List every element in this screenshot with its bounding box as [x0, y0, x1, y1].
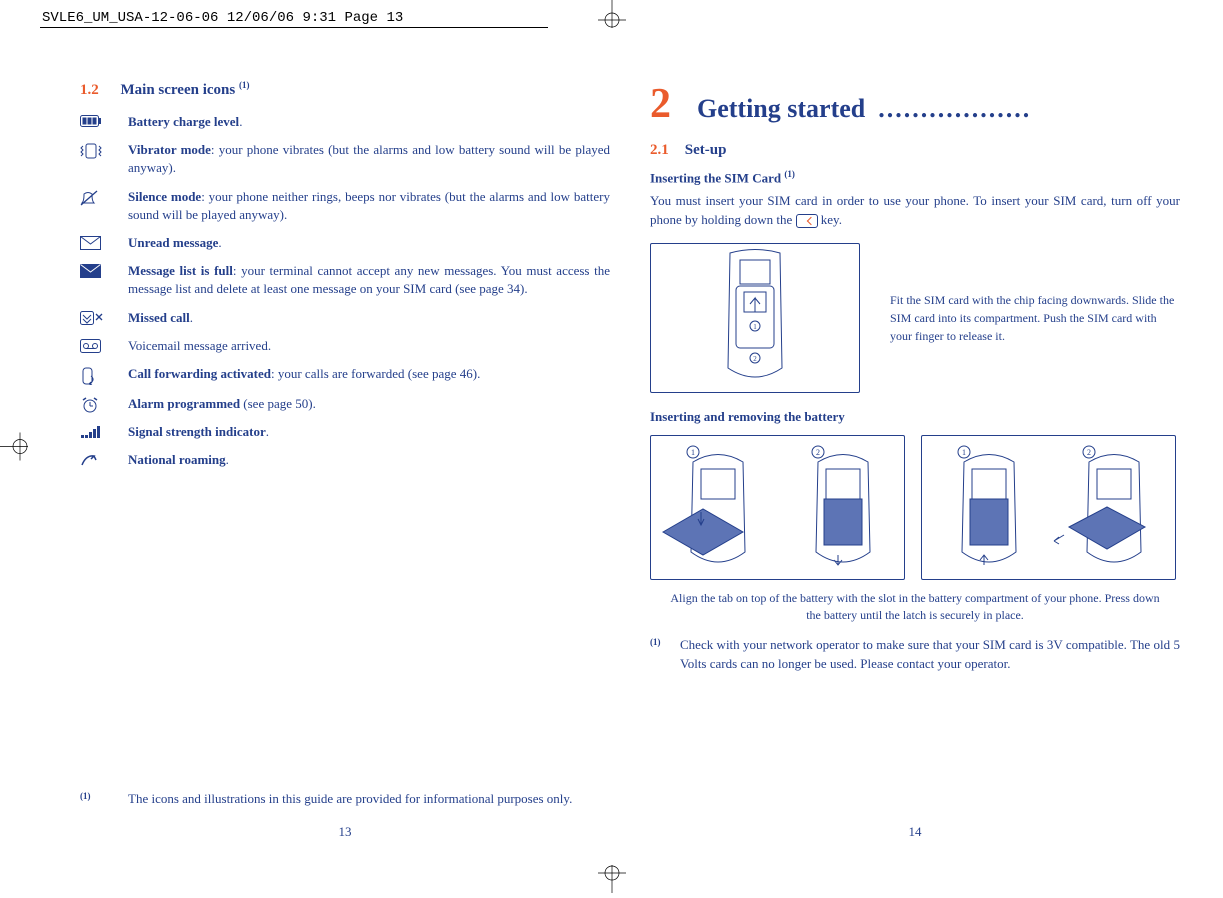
icon-desc: Vibrator mode: your phone vibrates (but …: [128, 141, 610, 177]
section-heading: 2.1 Set-up: [650, 142, 1180, 159]
icon-desc: Alarm programmed (see page 50).: [128, 395, 610, 413]
footnote: (1) Check with your network operator to …: [650, 636, 1180, 672]
page-number: 14: [909, 824, 922, 840]
roaming-icon: [80, 451, 128, 469]
footnote-text: The icons and illustrations in this guid…: [128, 790, 610, 810]
battery-icon: [80, 113, 128, 131]
svg-text:1: 1: [691, 448, 695, 457]
footnote-marker: (1): [650, 637, 661, 647]
forward-icon: [80, 365, 128, 385]
svg-text:1: 1: [753, 323, 757, 331]
icon-row-alarm: Alarm programmed (see page 50).: [80, 395, 610, 413]
section-heading: 1.2 Main screen icons (1): [80, 80, 610, 99]
header-rule: [40, 27, 548, 28]
page-number: 13: [339, 824, 352, 840]
sim-heading: Inserting the SIM Card (1): [650, 169, 1180, 186]
footnote-marker: (1): [80, 791, 91, 801]
icon-row-roaming: National roaming.: [80, 451, 610, 469]
sim-diagram-row: 1 2 Fit the SIM card with the chip facin…: [650, 243, 1180, 393]
icon-row-voicemail: Voicemail message arrived.: [80, 337, 610, 355]
icon-desc: National roaming.: [128, 451, 610, 469]
envelope-full-icon: [80, 262, 128, 298]
page-14: 2 Getting started .................. 2.1…: [650, 80, 1180, 850]
svg-text:2: 2: [1087, 448, 1091, 457]
svg-text:2: 2: [816, 448, 820, 457]
crop-mark-top: [592, 0, 632, 45]
icon-row-forward: Call forwarding activated: your calls ar…: [80, 365, 610, 385]
icon-row-silence: Silence mode: your phone neither rings, …: [80, 188, 610, 224]
sim-diagram: 1 2: [650, 243, 860, 393]
envelope-icon: [80, 234, 128, 252]
crop-mark-left: [0, 427, 40, 472]
page-13: 1.2 Main screen icons (1) Battery charge…: [80, 80, 610, 850]
icon-row-battery: Battery charge level.: [80, 113, 610, 131]
crop-mark-bottom: [592, 853, 632, 898]
section-title: Main screen icons (1): [121, 82, 250, 98]
footnote: (1) The icons and illustrations in this …: [80, 790, 610, 810]
icon-desc: Signal strength indicator.: [128, 423, 610, 441]
battery-heading: Inserting and removing the battery: [650, 409, 1180, 425]
missed-call-icon: [80, 309, 128, 327]
icon-desc: Battery charge level.: [128, 113, 610, 131]
icon-desc: Call forwarding activated: your calls ar…: [128, 365, 610, 385]
chapter-number: 2: [650, 80, 671, 128]
chapter-title: Getting started ..................: [697, 94, 1031, 124]
section-number: 1.2: [80, 82, 99, 98]
section-sup: (1): [239, 80, 250, 90]
icon-desc: Voicemail message arrived.: [128, 337, 610, 355]
chapter-heading: 2 Getting started ..................: [650, 80, 1180, 128]
sim-caption: Fit the SIM card with the chip facing do…: [890, 291, 1180, 345]
battery-remove-diagram: 1 2: [921, 435, 1176, 580]
silence-icon: [80, 188, 128, 224]
icon-desc: Unread message.: [128, 234, 610, 252]
icon-desc: Missed call.: [128, 309, 610, 327]
print-header: SVLE6_UM_USA-12-06-06 12/06/06 9:31 Page…: [42, 10, 403, 26]
svg-text:2: 2: [753, 355, 757, 363]
battery-caption: Align the tab on top of the battery with…: [650, 586, 1180, 637]
icon-row-vibrate: Vibrator mode: your phone vibrates (but …: [80, 141, 610, 177]
icon-row-missed: Missed call.: [80, 309, 610, 327]
signal-icon: [80, 423, 128, 441]
end-key-icon: [796, 214, 818, 228]
icon-row-msg-full: Message list is full: your terminal cann…: [80, 262, 610, 298]
alarm-icon: [80, 395, 128, 413]
footnote-text: Check with your network operator to make…: [680, 636, 1180, 672]
battery-diagrams: 1 2 1: [650, 435, 1180, 580]
icon-row-signal: Signal strength indicator.: [80, 423, 610, 441]
icon-desc: Silence mode: your phone neither rings, …: [128, 188, 610, 224]
icon-row-unread: Unread message.: [80, 234, 610, 252]
section-number: 2.1: [650, 142, 669, 158]
battery-insert-diagram: 1 2: [650, 435, 905, 580]
section-title: Set-up: [685, 142, 727, 158]
svg-text:1: 1: [962, 448, 966, 457]
icon-desc: Message list is full: your terminal cann…: [128, 262, 610, 298]
voicemail-icon: [80, 337, 128, 355]
vibrate-icon: [80, 141, 128, 177]
sim-body: You must insert your SIM card in order t…: [650, 192, 1180, 228]
